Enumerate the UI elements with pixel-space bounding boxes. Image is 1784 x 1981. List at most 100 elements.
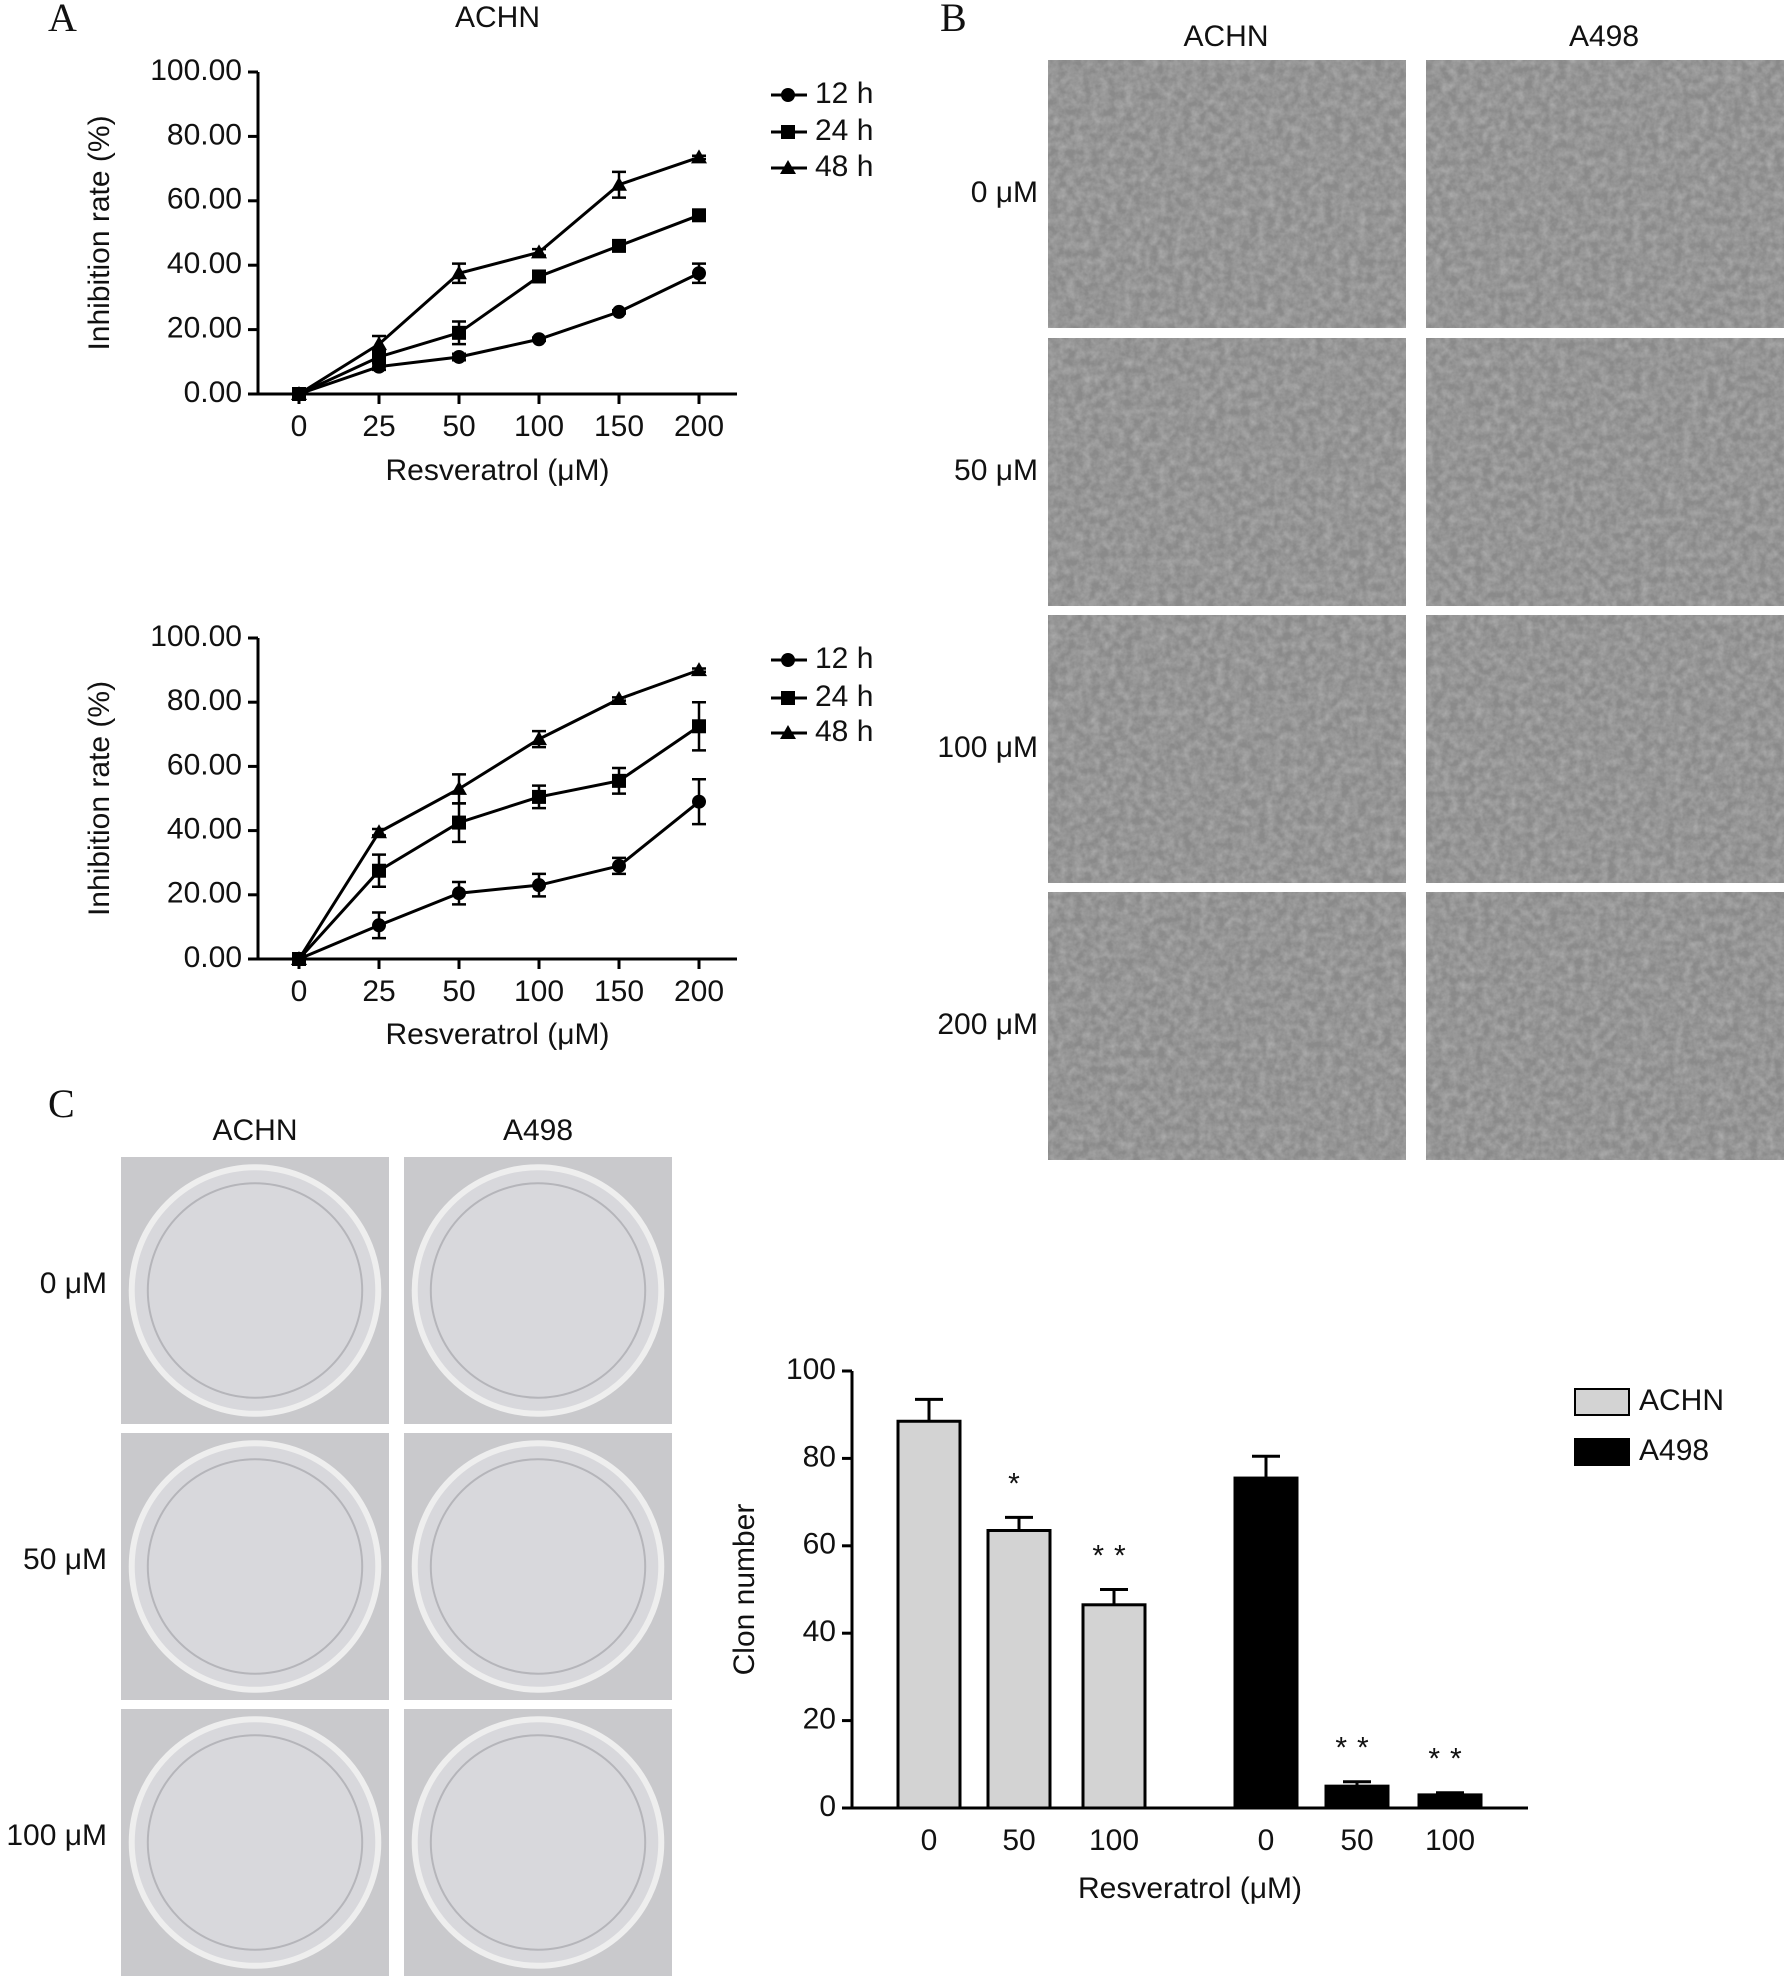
row-label: 100 μM <box>937 731 1038 764</box>
y-tick-label: 100 <box>786 1353 836 1386</box>
photo <box>1048 615 1406 883</box>
x-tick-label: 0 <box>1258 1824 1275 1857</box>
series-line <box>297 668 700 960</box>
data-point <box>531 731 547 746</box>
data-point <box>452 325 466 340</box>
series-line <box>298 155 700 396</box>
data-point <box>371 824 387 839</box>
y-axis-label: Inhibition rate (%) <box>83 115 116 350</box>
significance-mark: ** <box>1428 1743 1471 1776</box>
bar <box>1417 1793 1483 1810</box>
data-point <box>692 266 706 281</box>
data-point <box>452 815 466 830</box>
data-point <box>611 176 627 191</box>
data-point <box>532 332 546 347</box>
x-tick-label: 0 <box>291 410 308 443</box>
photo <box>404 1157 672 1424</box>
legend-label: 48 h <box>815 150 873 183</box>
row-label: 0 μM <box>40 1267 107 1300</box>
photo <box>1048 60 1406 328</box>
y-tick-label: 100.00 <box>150 54 242 87</box>
row-label: 50 μM <box>23 1543 107 1576</box>
x-tick-label: 150 <box>594 410 644 443</box>
data-point <box>532 789 546 804</box>
y-tick-label: 80.00 <box>167 684 242 717</box>
data-point <box>451 780 467 795</box>
photo-texture <box>1048 338 1406 606</box>
row-label: 50 μM <box>954 454 1038 487</box>
significance-mark: ** <box>1092 1539 1135 1572</box>
series-line <box>297 725 700 961</box>
dish <box>411 1164 665 1417</box>
data-point <box>291 951 307 965</box>
photo <box>1426 892 1784 1160</box>
legend-swatch <box>1574 1388 1630 1416</box>
y-tick-label: 20 <box>803 1703 836 1736</box>
dish-inner <box>146 1734 364 1951</box>
y-axis-label: Inhibition rate (%) <box>83 681 116 916</box>
significance-mark: ** <box>1335 1732 1378 1765</box>
error-bar <box>915 1397 943 1422</box>
dish <box>128 1164 382 1417</box>
dish-inner <box>429 1734 647 1951</box>
dish-inner <box>146 1458 364 1675</box>
panel-letter: B <box>940 0 967 40</box>
y-tick-label: 20.00 <box>167 877 242 910</box>
x-tick-label: 0 <box>291 975 308 1008</box>
bar <box>896 1419 962 1810</box>
row-label: 100 μM <box>6 1819 107 1852</box>
legend-label: 24 h <box>815 114 873 147</box>
data-point <box>612 238 626 253</box>
dish-inner <box>429 1458 647 1675</box>
data-point <box>612 858 626 873</box>
x-axis-label: Resveratrol (μM) <box>386 1018 610 1051</box>
photo-texture <box>1048 60 1406 328</box>
photo <box>121 1709 389 1976</box>
photo-texture <box>1048 892 1406 1160</box>
x-tick-label: 200 <box>674 410 724 443</box>
data-point <box>532 878 546 893</box>
dish <box>128 1440 382 1693</box>
chart-title: ACHN <box>455 1 540 34</box>
series-line <box>298 271 700 396</box>
significance-mark: * <box>1008 1467 1030 1500</box>
data-point <box>372 863 386 878</box>
photo <box>1426 60 1784 328</box>
data-point <box>691 662 707 677</box>
photo <box>404 1433 672 1700</box>
series-line <box>298 800 700 961</box>
x-tick-label: 25 <box>362 975 395 1008</box>
data-point <box>691 149 707 164</box>
photo-texture <box>1426 338 1784 606</box>
data-point <box>452 886 466 901</box>
x-tick-label: 100 <box>1089 1824 1139 1857</box>
bar <box>1081 1603 1147 1810</box>
y-tick-label: 80 <box>803 1440 836 1473</box>
legend-label: 12 h <box>815 642 873 675</box>
error-bar <box>1100 1588 1128 1605</box>
dish-inner <box>146 1182 364 1399</box>
photo <box>1048 338 1406 606</box>
x-axis-label: Resveratrol (μM) <box>1078 1872 1302 1905</box>
dish-inner <box>429 1182 647 1399</box>
x-tick-label: 50 <box>442 410 475 443</box>
y-tick-label: 0.00 <box>184 376 242 409</box>
y-tick-label: 0.00 <box>184 941 242 974</box>
row-label: 200 μM <box>937 1008 1038 1041</box>
x-tick-label: 150 <box>594 975 644 1008</box>
legend-marker <box>780 725 796 739</box>
photo <box>1048 892 1406 1160</box>
legend-marker <box>781 125 795 139</box>
error-bar <box>1005 1515 1033 1531</box>
x-tick-label: 100 <box>514 975 564 1008</box>
bar <box>986 1529 1052 1810</box>
legend-marker <box>781 653 795 667</box>
photo <box>404 1709 672 1976</box>
legend-label: 48 h <box>815 715 873 748</box>
y-tick-label: 0 <box>819 1790 836 1823</box>
column-label: ACHN <box>212 1114 297 1147</box>
data-point <box>451 265 467 280</box>
legend-label: ACHN <box>1639 1384 1724 1417</box>
data-point <box>531 244 547 259</box>
y-tick-label: 40.00 <box>167 247 242 280</box>
